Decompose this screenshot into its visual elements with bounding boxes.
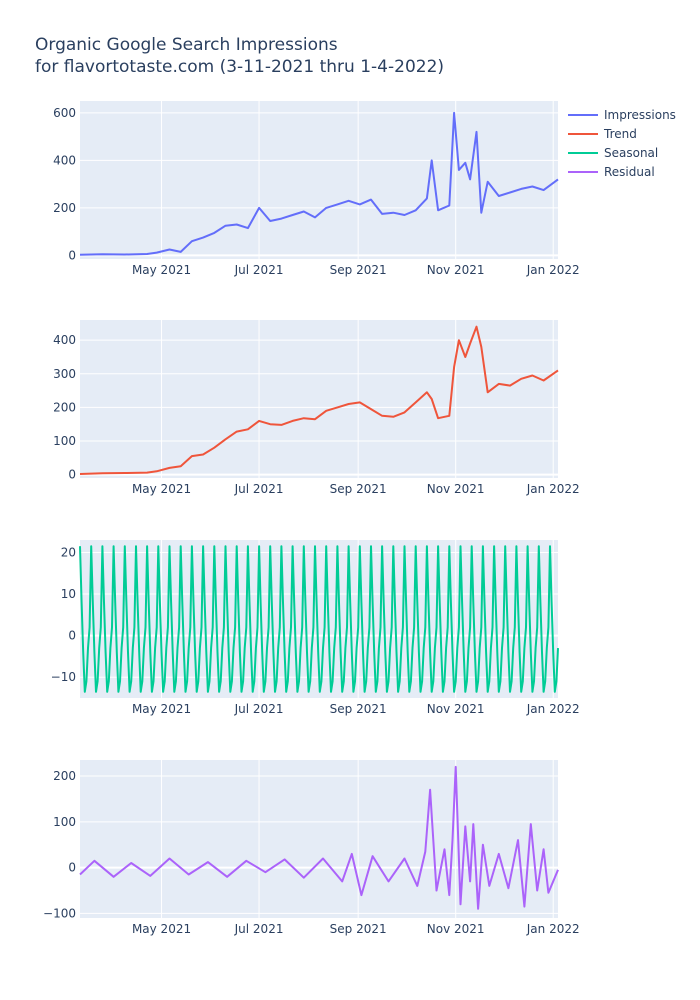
- y-tick-label: 200: [53, 400, 76, 414]
- legend[interactable]: Impressions Trend Seasonal Residual: [568, 105, 676, 181]
- y-tick-label: 0: [68, 629, 76, 643]
- legend-item-seasonal[interactable]: Seasonal: [568, 143, 676, 162]
- legend-swatch-trend: [568, 132, 598, 135]
- y-tick-label: 100: [53, 434, 76, 448]
- legend-label-trend: Trend: [604, 126, 637, 141]
- x-tick-label: Nov 2021: [427, 922, 485, 936]
- y-tick-label: 100: [53, 815, 76, 829]
- y-tick-label: 200: [53, 201, 76, 215]
- chart-title: Organic Google Search Impressions for fl…: [35, 34, 444, 78]
- plot-area-impressions: [80, 101, 558, 259]
- x-tick-label: May 2021: [132, 702, 191, 716]
- plot-area-residual: [80, 760, 558, 918]
- series-line-impressions: [79, 111, 559, 256]
- y-tick-label: 600: [53, 106, 76, 120]
- x-tick-label: Sep 2021: [330, 263, 387, 277]
- x-tick-label: Sep 2021: [330, 482, 387, 496]
- legend-item-trend[interactable]: Trend: [568, 124, 676, 143]
- x-tick-label: Jan 2022: [526, 922, 580, 936]
- series-line-seasonal: [79, 545, 559, 693]
- y-tick-label: 0: [68, 248, 76, 262]
- x-tick-label: May 2021: [132, 263, 191, 277]
- x-tick-label: Jan 2022: [526, 482, 580, 496]
- legend-label-impressions: Impressions: [604, 107, 676, 122]
- chart-title-line2: for flavortotaste.com (3-11-2021 thru 1-…: [35, 57, 445, 77]
- x-tick-label: Jul 2021: [234, 702, 284, 716]
- x-tick-label: Sep 2021: [330, 702, 387, 716]
- series-line-residual: [79, 765, 559, 910]
- y-tick-label: −10: [51, 670, 76, 684]
- y-tick-label: 400: [53, 153, 76, 167]
- chart-title-line1: Organic Google Search Impressions: [35, 35, 338, 55]
- legend-swatch-seasonal: [568, 151, 598, 154]
- subplot-impressions: 0 200 400 600 May 2021 Jul 2021 Sep 2021 Nov 20…: [53, 101, 580, 277]
- x-tick-label: Jul 2021: [234, 482, 284, 496]
- x-tick-label: Sep 2021: [330, 922, 387, 936]
- legend-swatch-impressions: [568, 113, 598, 116]
- x-tick-label: Nov 2021: [427, 263, 485, 277]
- x-tick-label: May 2021: [132, 922, 191, 936]
- legend-item-impressions[interactable]: Impressions: [568, 105, 676, 124]
- x-tick-label: Nov 2021: [427, 482, 485, 496]
- y-tick-label: −100: [43, 906, 76, 920]
- subplot-residual: −100 0 100 200 May 2021 Jul 2021 Sep 2021 Nov 2…: [43, 760, 580, 936]
- subplot-seasonal: −10 0 10 20 May 2021 Jul 2021 Sep 2021 Nov 2021…: [51, 540, 580, 716]
- legend-item-residual[interactable]: Residual: [568, 162, 676, 181]
- y-tick-label: 0: [68, 468, 76, 482]
- x-tick-label: May 2021: [132, 482, 191, 496]
- y-tick-label: 0: [68, 861, 76, 875]
- y-tick-label: 20: [61, 545, 76, 559]
- y-tick-label: 10: [61, 587, 76, 601]
- legend-label-seasonal: Seasonal: [604, 145, 659, 160]
- subplot-trend: 0 100 200 300 400 May 2021 Jul 2021 Sep 2021 Nov…: [53, 320, 580, 496]
- y-tick-label: 300: [53, 367, 76, 381]
- x-tick-label: Jul 2021: [234, 263, 284, 277]
- legend-label-residual: Residual: [604, 164, 655, 179]
- y-tick-label: 400: [53, 333, 76, 347]
- plot-area-trend: [80, 320, 558, 478]
- x-tick-label: Nov 2021: [427, 702, 485, 716]
- x-tick-label: Jan 2022: [526, 702, 580, 716]
- x-tick-label: Jul 2021: [234, 922, 284, 936]
- series-line-trend: [79, 325, 559, 475]
- legend-swatch-residual: [568, 170, 598, 173]
- y-tick-label: 200: [53, 769, 76, 783]
- x-tick-label: Jan 2022: [526, 263, 580, 277]
